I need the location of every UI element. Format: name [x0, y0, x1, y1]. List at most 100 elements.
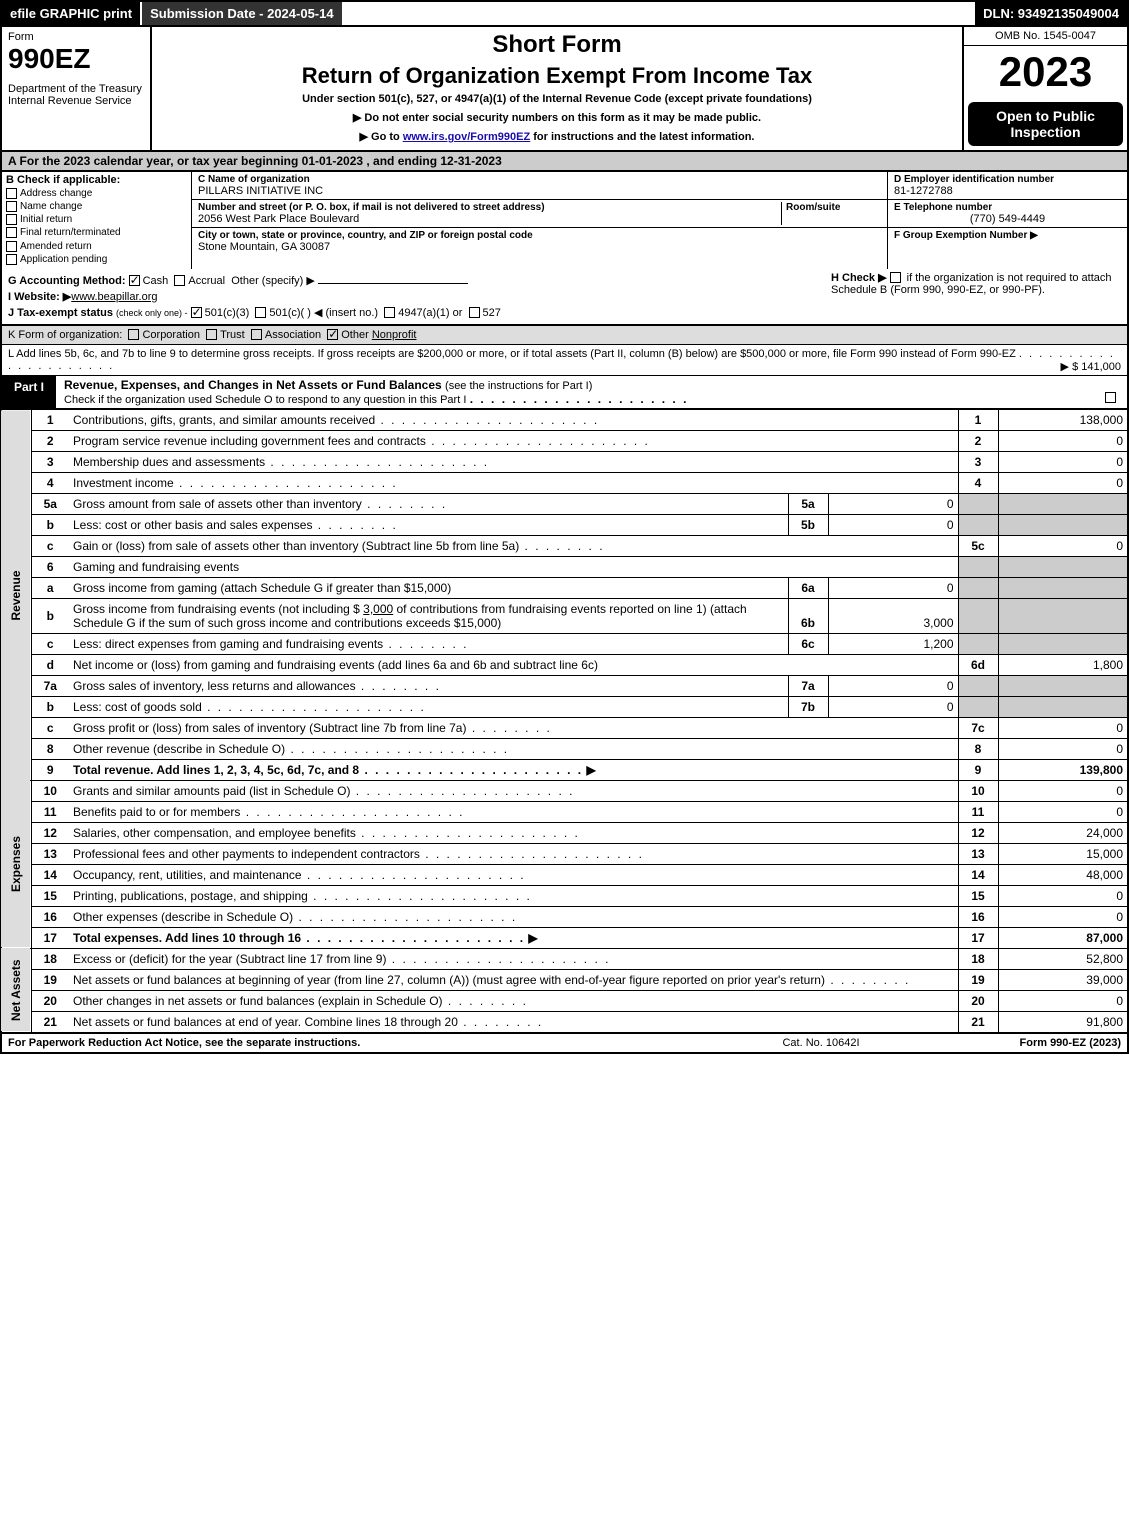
- out-num: 5c: [958, 535, 998, 556]
- g-accrual: Accrual: [188, 275, 225, 287]
- table-row: 3 Membership dues and assessments 3 0: [1, 451, 1128, 472]
- footer: For Paperwork Reduction Act Notice, see …: [0, 1033, 1129, 1054]
- out-num: 13: [958, 843, 998, 864]
- k-other-val: Nonprofit: [372, 329, 417, 341]
- line-num: 15: [31, 885, 69, 906]
- checkbox-icon: [6, 201, 17, 212]
- inner-val: 0: [828, 493, 958, 514]
- org-name-label: C Name of organization: [198, 174, 881, 185]
- line-desc: Net assets or fund balances at beginning…: [69, 969, 958, 990]
- 501c3-checkbox-icon[interactable]: [191, 307, 202, 318]
- out-num: 10: [958, 780, 998, 801]
- line-num: c: [31, 535, 69, 556]
- k-trust: Trust: [220, 329, 245, 341]
- table-row: 14 Occupancy, rent, utilities, and maint…: [1, 864, 1128, 885]
- table-row: 15 Printing, publications, postage, and …: [1, 885, 1128, 906]
- chk-final-return[interactable]: Final return/terminated: [6, 227, 187, 238]
- chk-initial-return[interactable]: Initial return: [6, 214, 187, 225]
- j-501c: 501(c)( ) ◀ (insert no.): [269, 307, 378, 319]
- inner-val: 0: [828, 675, 958, 696]
- accrual-checkbox-icon[interactable]: [174, 275, 185, 286]
- trust-checkbox-icon[interactable]: [206, 329, 217, 340]
- chk-application-pending[interactable]: Application pending: [6, 254, 187, 265]
- 4947-checkbox-icon[interactable]: [384, 307, 395, 318]
- table-row: 17 Total expenses. Add lines 10 through …: [1, 927, 1128, 948]
- cash-checkbox-icon[interactable]: [129, 275, 140, 286]
- city-row: City or town, state or province, country…: [192, 228, 887, 255]
- line-num: 14: [31, 864, 69, 885]
- out-val: 0: [998, 535, 1128, 556]
- line-num: 1: [31, 410, 69, 431]
- line-num: b: [31, 696, 69, 717]
- table-row: 4 Investment income 4 0: [1, 472, 1128, 493]
- line-desc: Salaries, other compensation, and employ…: [69, 822, 958, 843]
- out-val: 0: [998, 717, 1128, 738]
- dln-label: DLN: 93492135049004: [975, 2, 1127, 25]
- assoc-checkbox-icon[interactable]: [251, 329, 262, 340]
- k-corp: Corporation: [142, 329, 199, 341]
- shaded-cell: [958, 696, 998, 717]
- chk-name-change[interactable]: Name change: [6, 201, 187, 212]
- inner-val: 0: [828, 577, 958, 598]
- g-other: Other (specify) ▶: [231, 275, 315, 287]
- line-desc: Total expenses. Add lines 10 through 16 …: [69, 927, 958, 948]
- header-left: Form 990EZ Department of the Treasury In…: [2, 27, 152, 150]
- line-num: b: [31, 514, 69, 535]
- j-527: 527: [483, 307, 501, 319]
- part-1-checkbox-icon[interactable]: [1105, 392, 1116, 403]
- return-title: Return of Organization Exempt From Incom…: [160, 63, 954, 89]
- line-desc: Gaming and fundraising events: [69, 556, 958, 577]
- h-checkbox-icon[interactable]: [890, 272, 901, 283]
- shaded-cell: [998, 675, 1128, 696]
- website-row: I Website: ▶www.beapillar.org: [8, 290, 821, 303]
- chk-amended-return[interactable]: Amended return: [6, 241, 187, 252]
- group-row: F Group Exemption Number ▶: [888, 228, 1127, 243]
- out-num: 6d: [958, 654, 998, 675]
- line-desc: Investment income: [69, 472, 958, 493]
- line-desc: Professional fees and other payments to …: [69, 843, 958, 864]
- out-num: 18: [958, 948, 998, 969]
- out-num: 14: [958, 864, 998, 885]
- instruction-2: ▶ Go to www.irs.gov/Form990EZ for instru…: [160, 130, 954, 143]
- line-desc: Excess or (deficit) for the year (Subtra…: [69, 948, 958, 969]
- inner-num: 7a: [788, 675, 828, 696]
- shaded-cell: [958, 675, 998, 696]
- line-desc: Membership dues and assessments: [69, 451, 958, 472]
- corp-checkbox-icon[interactable]: [128, 329, 139, 340]
- col-b: B Check if applicable: Address change Na…: [2, 172, 192, 269]
- out-val: 15,000: [998, 843, 1128, 864]
- out-val: 0: [998, 885, 1128, 906]
- out-num: 1: [958, 410, 998, 431]
- table-row: 12 Salaries, other compensation, and emp…: [1, 822, 1128, 843]
- out-num: 20: [958, 990, 998, 1011]
- open-to-public: Open to Public Inspection: [968, 102, 1123, 146]
- other-checkbox-icon[interactable]: [327, 329, 338, 340]
- k-label: K Form of organization:: [8, 329, 122, 341]
- chk-address-change[interactable]: Address change: [6, 188, 187, 199]
- dots-icon: [470, 392, 689, 406]
- 501c-checkbox-icon[interactable]: [255, 307, 266, 318]
- checkbox-icon: [6, 188, 17, 199]
- table-row: b Gross income from fundraising events (…: [1, 598, 1128, 633]
- table-row: 9 Total revenue. Add lines 1, 2, 3, 4, 5…: [1, 759, 1128, 780]
- h-block: H Check ▶ if the organization is not req…: [821, 271, 1121, 322]
- 527-checkbox-icon[interactable]: [469, 307, 480, 318]
- checkbox-icon: [6, 254, 17, 265]
- line-num: 3: [31, 451, 69, 472]
- line-num: 5a: [31, 493, 69, 514]
- line-num: c: [31, 633, 69, 654]
- out-val: 1,800: [998, 654, 1128, 675]
- col-d: D Employer identification number 81-1272…: [887, 172, 1127, 269]
- street-row: Number and street (or P. O. box, if mail…: [192, 200, 887, 228]
- inner-val: 0: [828, 514, 958, 535]
- shaded-cell: [958, 577, 998, 598]
- line-num: 18: [31, 948, 69, 969]
- irs-link[interactable]: www.irs.gov/Form990EZ: [403, 131, 530, 143]
- expenses-side-label: Expenses: [1, 780, 31, 948]
- info-block: B Check if applicable: Address change Na…: [0, 172, 1129, 269]
- line-l: L Add lines 5b, 6c, and 7b to line 9 to …: [0, 345, 1129, 375]
- irs-link-text: www.irs.gov/Form990EZ: [403, 131, 530, 143]
- accounting-method-row: G Accounting Method: Cash Accrual Other …: [8, 274, 821, 287]
- form-number: 990EZ: [8, 43, 144, 75]
- out-val: 48,000: [998, 864, 1128, 885]
